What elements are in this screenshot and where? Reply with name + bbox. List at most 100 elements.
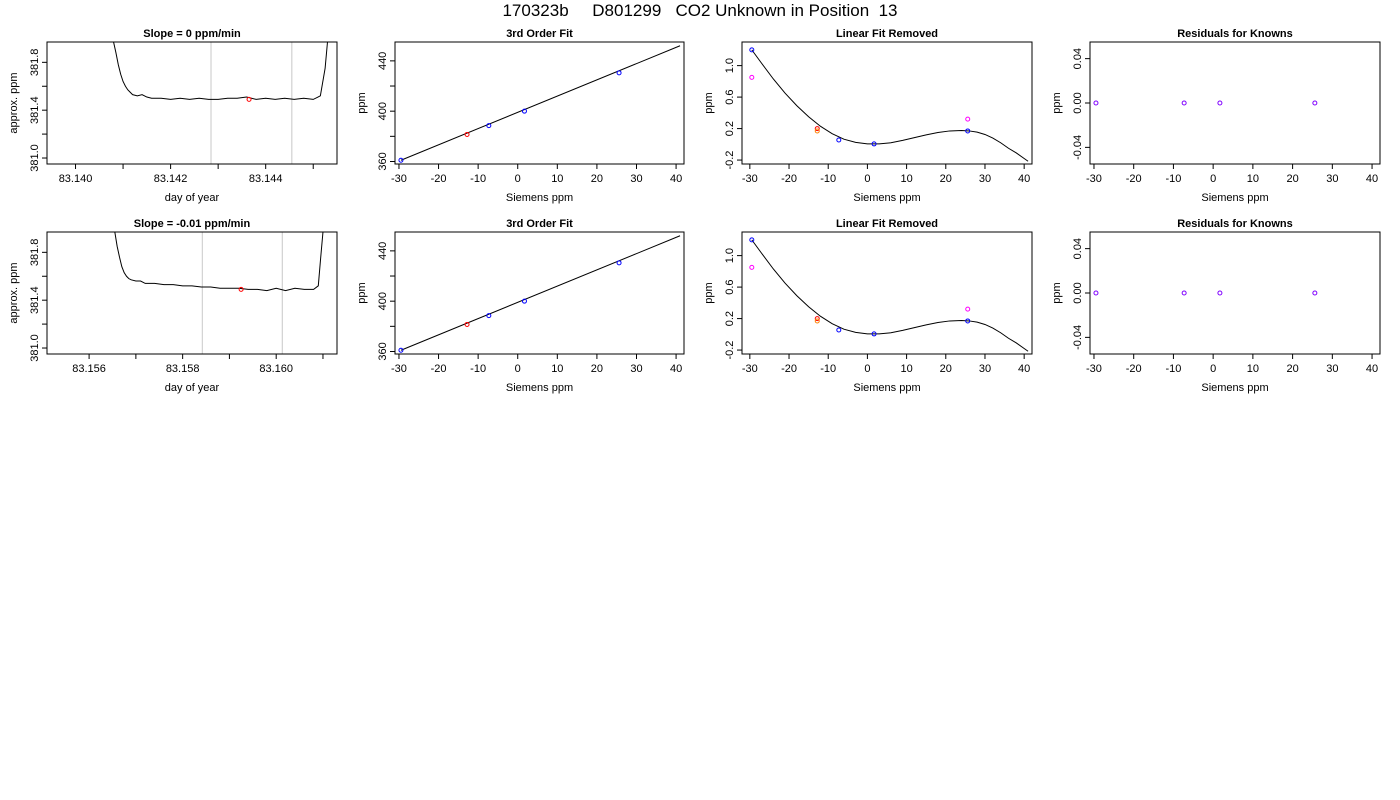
plot-frame (394, 41, 685, 165)
fit-curve (400, 45, 681, 161)
y-tick-label: 440 (377, 242, 389, 260)
x-axis-label: Siemens ppm (853, 382, 920, 394)
y-tick-label: 360 (377, 342, 389, 360)
y-tick-label: -0.04 (1072, 325, 1084, 350)
chart-panel: Slope = 0 ppm/min 83.140 83.142 83.144 381.0… (8, 28, 338, 204)
x-tick-label: 40 (1366, 363, 1378, 375)
data-point (1312, 290, 1318, 296)
plot-frame (1089, 41, 1381, 165)
x-tick-label: -30 (391, 173, 407, 185)
data-point (464, 131, 470, 137)
data-point (486, 313, 492, 319)
chart-title: 3rd Order Fit (506, 218, 573, 230)
data-point (521, 298, 527, 304)
y-axis-label: ppm (356, 282, 368, 303)
x-tick-label: 40 (1366, 173, 1378, 185)
data-point (749, 47, 755, 53)
data-point (1181, 290, 1187, 296)
series-line (114, 232, 324, 292)
plot-frame (46, 231, 338, 355)
x-tick-label: 83.156 (72, 363, 106, 375)
x-tick-label: 30 (630, 363, 642, 375)
y-tick-label: 0.2 (724, 311, 736, 326)
x-tick-label: 40 (670, 363, 682, 375)
x-axis-label: Siemens ppm (1201, 382, 1268, 394)
data-point (486, 123, 492, 129)
x-tick-label: -20 (781, 363, 797, 375)
x-tick-label: -20 (431, 173, 447, 185)
chart-title: Residuals for Knowns (1177, 28, 1293, 40)
chart-panel: 3rd Order Fit -30 -20 -10 0 10 20 30 40 360 400 440… (356, 28, 685, 204)
x-tick-label: -30 (1086, 363, 1102, 375)
x-tick-label: 0 (515, 363, 521, 375)
data-point (246, 96, 252, 102)
data-point (616, 260, 622, 266)
y-axis-label: approx. ppm (8, 262, 20, 323)
chart-title: Slope = -0.01 ppm/min (134, 218, 251, 230)
x-tick-label: -30 (391, 363, 407, 375)
x-tick-label: 10 (900, 363, 912, 375)
y-tick-label: -0.04 (1072, 135, 1084, 160)
x-tick-label: 10 (551, 363, 563, 375)
series-line (113, 42, 328, 100)
chart-title: Linear Fit Removed (836, 28, 938, 40)
y-tick-label: 360 (377, 152, 389, 170)
y-axis-label: ppm (356, 92, 368, 113)
data-point (814, 126, 820, 132)
x-tick-label: -20 (1126, 173, 1142, 185)
x-tick-label: 40 (1018, 363, 1030, 375)
x-tick-label: 20 (940, 173, 952, 185)
chart-title: Residuals for Knowns (1177, 218, 1293, 230)
data-point (965, 116, 971, 122)
x-tick-label: 83.144 (249, 173, 283, 185)
data-point (814, 316, 820, 322)
data-point (814, 318, 820, 324)
x-tick-label: 30 (1326, 173, 1338, 185)
data-point (871, 331, 877, 337)
fit-curve (400, 235, 681, 351)
chart-panel: Residuals for Knowns -30 -20 -10 0 10 20 30 40 -0… (1051, 28, 1381, 204)
y-tick-label: 0.04 (1072, 238, 1084, 259)
x-tick-label: -10 (1165, 363, 1181, 375)
x-axis-label: day of year (165, 382, 220, 394)
plot-area (400, 235, 681, 351)
y-axis-label: approx. ppm (8, 72, 20, 133)
y-axis-label: ppm (703, 282, 715, 303)
x-tick-label: -30 (742, 173, 758, 185)
data-point (464, 321, 470, 327)
x-tick-label: -30 (742, 363, 758, 375)
plot-frame (741, 231, 1033, 355)
chart-panel: Linear Fit Removed -30 -20 -10 0 10 20 30 40 -0.2… (703, 218, 1033, 394)
data-point (836, 137, 842, 143)
x-tick-label: 40 (1018, 173, 1030, 185)
x-tick-label: -10 (820, 363, 836, 375)
data-point (1093, 100, 1099, 106)
x-axis-label: Siemens ppm (506, 192, 573, 204)
x-axis-label: Siemens ppm (1201, 192, 1268, 204)
plot-area (113, 42, 328, 100)
data-point (398, 157, 404, 163)
data-point (871, 141, 877, 147)
y-tick-label: 400 (377, 102, 389, 120)
chart-title: Slope = 0 ppm/min (143, 28, 241, 40)
y-tick-label: 0.00 (1072, 92, 1084, 113)
data-point (749, 237, 755, 243)
y-axis-label: ppm (703, 92, 715, 113)
x-tick-label: -10 (470, 173, 486, 185)
y-tick-label: 0.00 (1072, 282, 1084, 303)
y-tick-label: 381.8 (29, 49, 41, 77)
plot-area (751, 49, 1029, 162)
y-tick-label: 440 (377, 52, 389, 70)
x-tick-label: 10 (551, 173, 563, 185)
y-tick-label: 0.2 (724, 121, 736, 136)
plot-frame (46, 41, 338, 165)
data-point (1217, 100, 1223, 106)
chart-title: Linear Fit Removed (836, 218, 938, 230)
chart-panel: 3rd Order Fit -30 -20 -10 0 10 20 30 40 360 400 440… (356, 218, 685, 394)
chart-panel: Slope = -0.01 ppm/min 83.156 83.158 83.160 3… (8, 218, 338, 394)
y-tick-label: 0.6 (724, 279, 736, 294)
page-title: 170323b D801299 CO2 Unknown in Position … (502, 1, 898, 20)
y-tick-label: 381.8 (29, 239, 41, 267)
y-tick-label: -0.2 (724, 151, 736, 170)
